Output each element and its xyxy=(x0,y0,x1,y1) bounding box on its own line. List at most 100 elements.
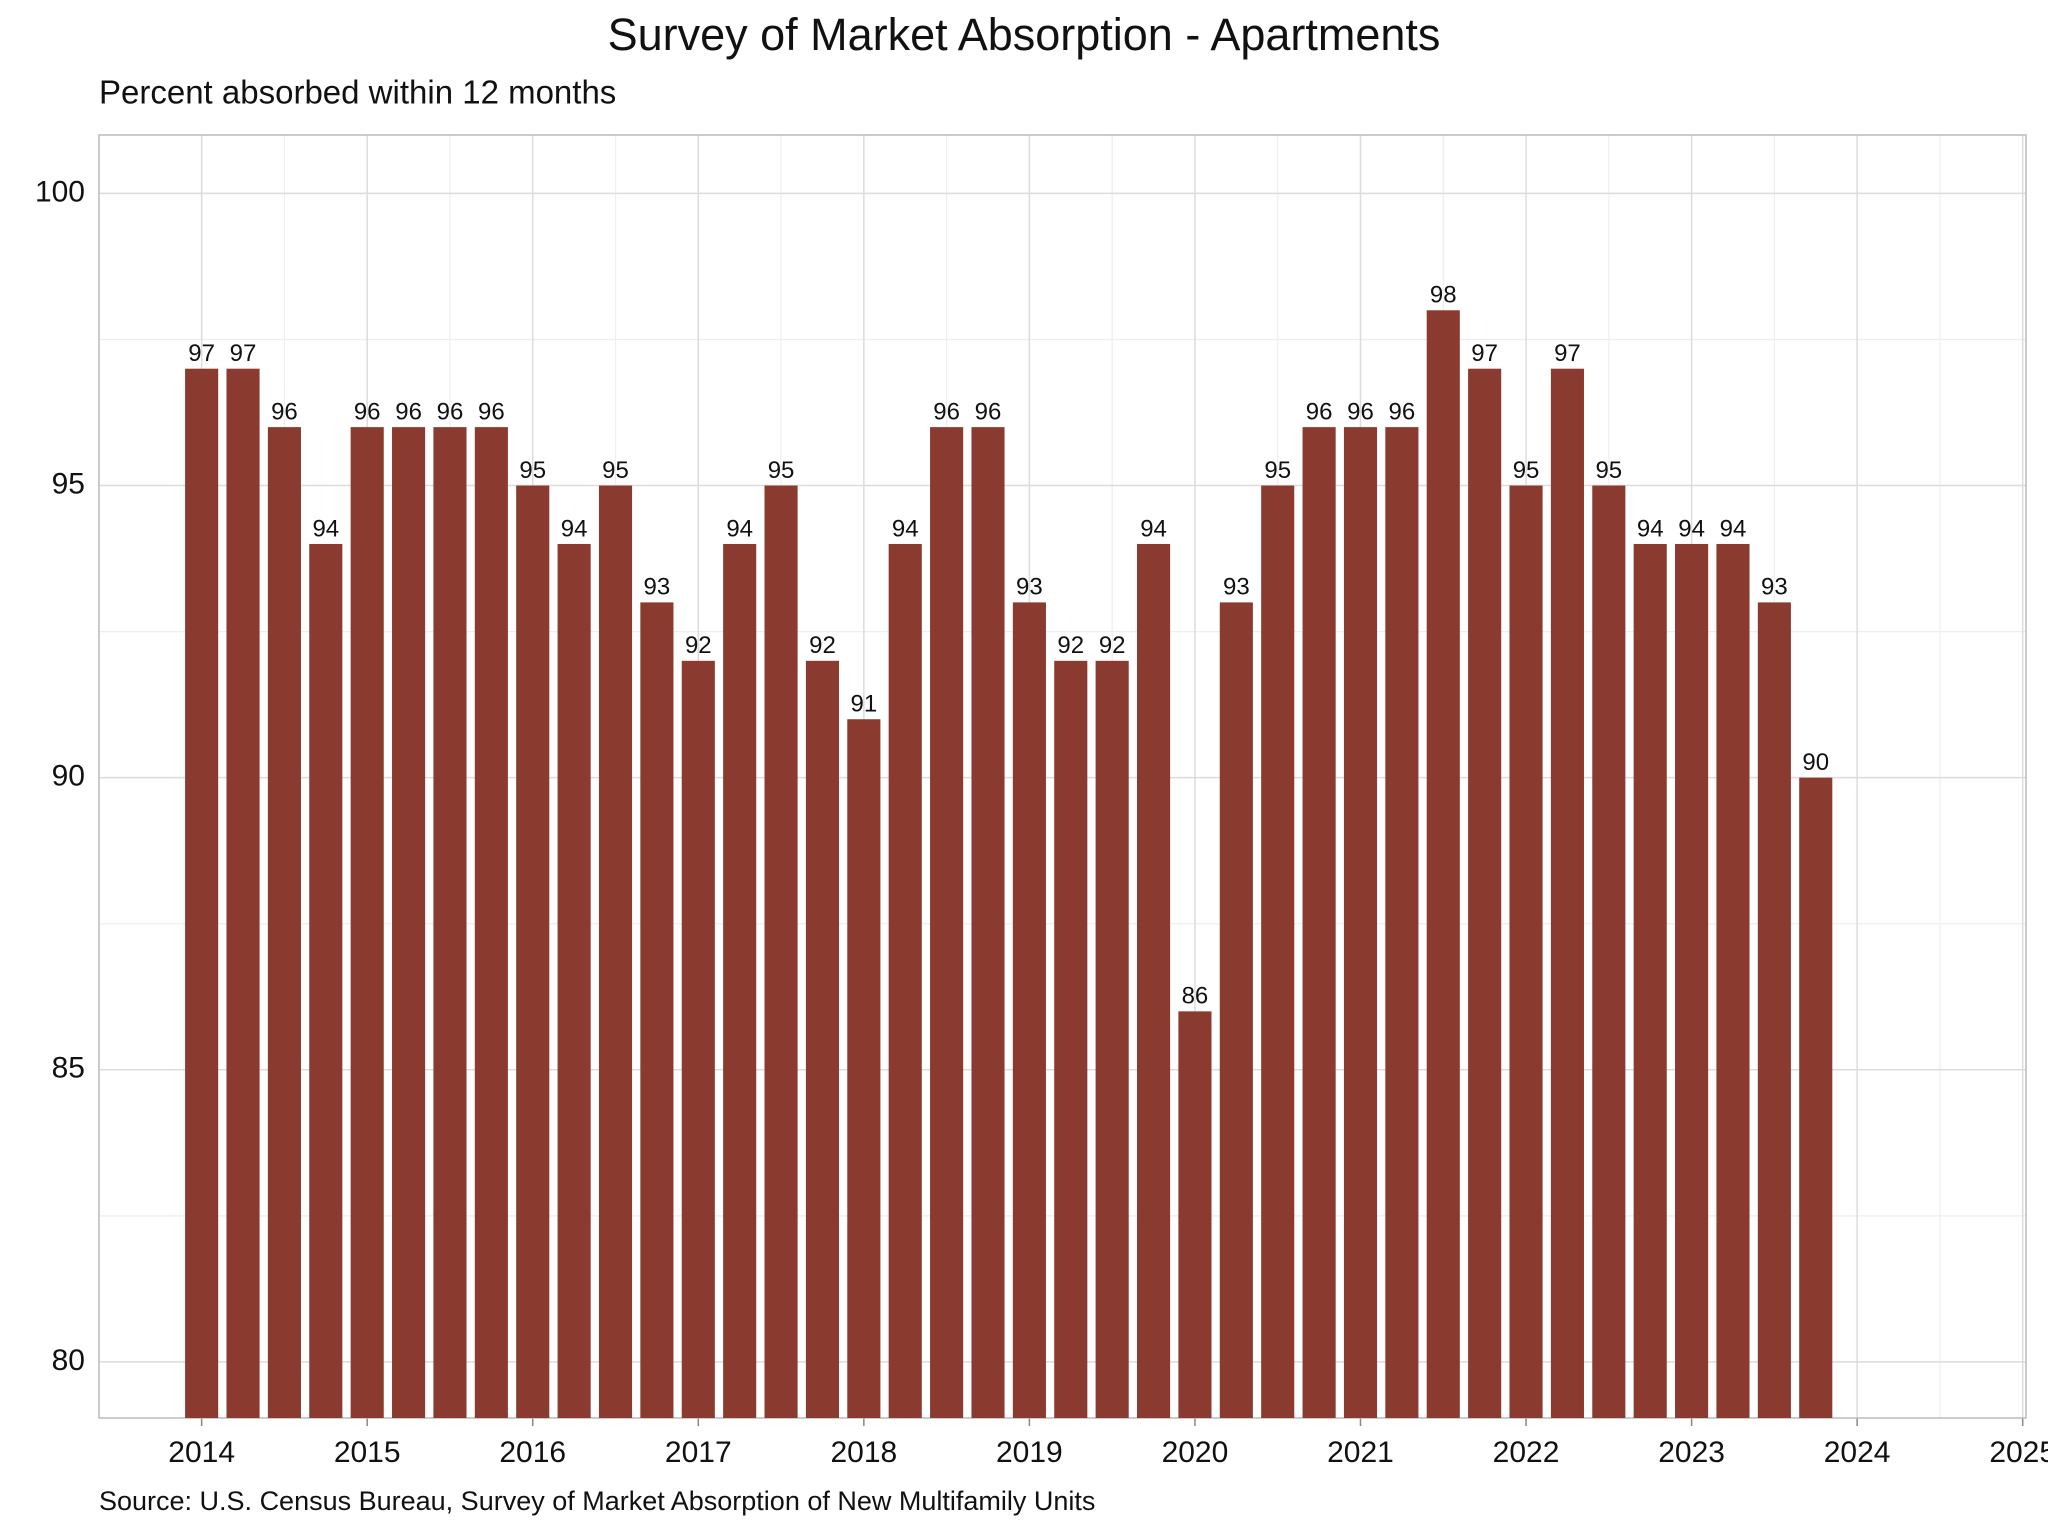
data-label: 96 xyxy=(437,398,464,425)
data-label: 97 xyxy=(1554,340,1581,367)
bar xyxy=(805,660,840,1418)
data-label: 92 xyxy=(685,632,712,659)
bar xyxy=(1592,485,1626,1418)
bar xyxy=(1385,427,1419,1418)
data-label: 96 xyxy=(478,398,505,425)
data-label: 96 xyxy=(1389,398,1416,425)
bar xyxy=(1219,602,1253,1418)
x-tick-label: 2020 xyxy=(1162,1436,1229,1469)
data-label: 95 xyxy=(768,457,795,484)
data-label: 96 xyxy=(1306,398,1333,425)
data-label: 92 xyxy=(1099,632,1126,659)
bar xyxy=(1509,485,1543,1418)
bar xyxy=(640,602,674,1418)
x-tick-label: 2022 xyxy=(1493,1436,1560,1469)
bar xyxy=(1012,602,1046,1418)
data-label: 92 xyxy=(809,632,836,659)
source-note: Source: U.S. Census Bureau, Survey of Ma… xyxy=(99,1486,1095,1516)
data-label: 96 xyxy=(271,398,298,425)
bar xyxy=(1550,368,1584,1418)
data-label: 96 xyxy=(354,398,381,425)
bar xyxy=(1633,543,1667,1418)
x-tick-label: 2024 xyxy=(1824,1436,1891,1469)
bar xyxy=(267,427,301,1418)
data-label: 94 xyxy=(892,515,919,542)
x-tick-label: 2017 xyxy=(665,1436,732,1469)
data-label: 94 xyxy=(1140,515,1167,542)
data-label: 95 xyxy=(519,457,546,484)
bar xyxy=(1343,427,1378,1418)
bar xyxy=(723,543,757,1418)
y-tick-label: 95 xyxy=(52,467,85,500)
bar xyxy=(185,368,219,1418)
bar xyxy=(1178,1011,1212,1418)
data-label: 95 xyxy=(1595,457,1622,484)
x-tick-label: 2023 xyxy=(1658,1436,1725,1469)
x-tick-label: 2021 xyxy=(1327,1436,1394,1469)
bar xyxy=(1799,777,1833,1418)
data-label: 96 xyxy=(395,398,422,425)
bar xyxy=(764,485,798,1418)
data-label: 95 xyxy=(602,457,629,484)
bar xyxy=(888,543,922,1418)
data-label: 86 xyxy=(1182,983,1209,1010)
data-label: 94 xyxy=(1678,515,1705,542)
data-label: 92 xyxy=(1057,632,1084,659)
y-tick-label: 100 xyxy=(35,175,85,208)
data-label: 94 xyxy=(312,515,339,542)
bar xyxy=(309,543,343,1418)
data-label: 94 xyxy=(1720,515,1747,542)
bar xyxy=(681,660,715,1418)
bar xyxy=(1136,543,1171,1418)
y-tick-label: 85 xyxy=(52,1052,85,1085)
bar xyxy=(971,427,1005,1418)
bar xyxy=(350,427,384,1418)
bar xyxy=(1468,368,1502,1418)
data-label: 96 xyxy=(975,398,1002,425)
x-tick-label: 2019 xyxy=(996,1436,1063,1469)
data-label: 91 xyxy=(850,691,877,718)
x-tick-label: 2016 xyxy=(499,1436,566,1469)
x-tick-label: 2015 xyxy=(334,1436,401,1469)
data-label: 94 xyxy=(726,515,753,542)
data-label: 95 xyxy=(1513,457,1540,484)
bar xyxy=(847,719,881,1418)
bar xyxy=(1261,485,1295,1418)
data-label: 95 xyxy=(1264,457,1291,484)
bar xyxy=(516,485,550,1418)
data-label: 90 xyxy=(1802,749,1829,776)
bar xyxy=(1426,310,1460,1419)
bar xyxy=(557,543,591,1418)
data-label: 94 xyxy=(561,515,588,542)
bar xyxy=(1054,660,1088,1418)
data-label: 93 xyxy=(1761,574,1788,601)
bar xyxy=(1675,543,1709,1418)
data-label: 96 xyxy=(1347,398,1374,425)
bar xyxy=(598,485,633,1418)
bar xyxy=(226,368,260,1418)
data-label: 98 xyxy=(1430,282,1457,309)
data-label: 97 xyxy=(230,340,257,367)
bar xyxy=(474,427,508,1418)
bar xyxy=(1302,427,1336,1418)
data-label: 94 xyxy=(1637,515,1664,542)
x-tick-label: 2018 xyxy=(830,1436,897,1469)
data-label: 97 xyxy=(1471,340,1498,367)
data-label: 96 xyxy=(933,398,960,425)
data-label: 93 xyxy=(1016,574,1043,601)
x-tick-label: 2014 xyxy=(168,1436,235,1469)
y-tick-label: 80 xyxy=(52,1344,85,1377)
data-label: 93 xyxy=(1223,574,1250,601)
bar xyxy=(1757,602,1791,1418)
data-label: 93 xyxy=(644,574,671,601)
data-label: 97 xyxy=(188,340,215,367)
bar xyxy=(433,427,467,1418)
y-tick-label: 90 xyxy=(52,760,85,793)
bar xyxy=(1095,660,1129,1418)
x-tick-label: 2025 xyxy=(1989,1436,2048,1469)
bar xyxy=(930,427,964,1418)
chart-title: Survey of Market Absorption - Apartments xyxy=(608,9,1441,60)
chart-subtitle: Percent absorbed within 12 months xyxy=(99,74,616,111)
bar xyxy=(392,427,426,1418)
